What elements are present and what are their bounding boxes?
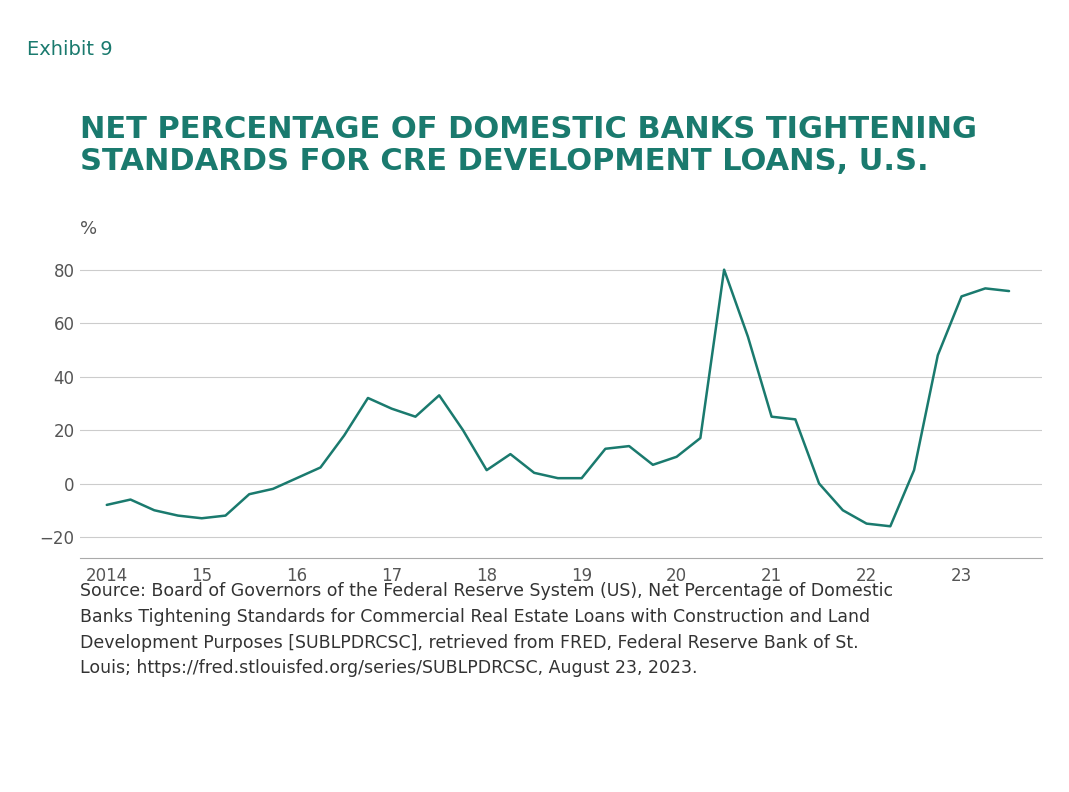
Text: Exhibit 9: Exhibit 9 xyxy=(27,40,112,59)
Text: %: % xyxy=(80,220,97,238)
Text: NET PERCENTAGE OF DOMESTIC BANKS TIGHTENING
STANDARDS FOR CRE DEVELOPMENT LOANS,: NET PERCENTAGE OF DOMESTIC BANKS TIGHTEN… xyxy=(80,115,977,177)
Text: Source: Board of Governors of the Federal Reserve System (US), Net Percentage of: Source: Board of Governors of the Federa… xyxy=(80,582,894,677)
